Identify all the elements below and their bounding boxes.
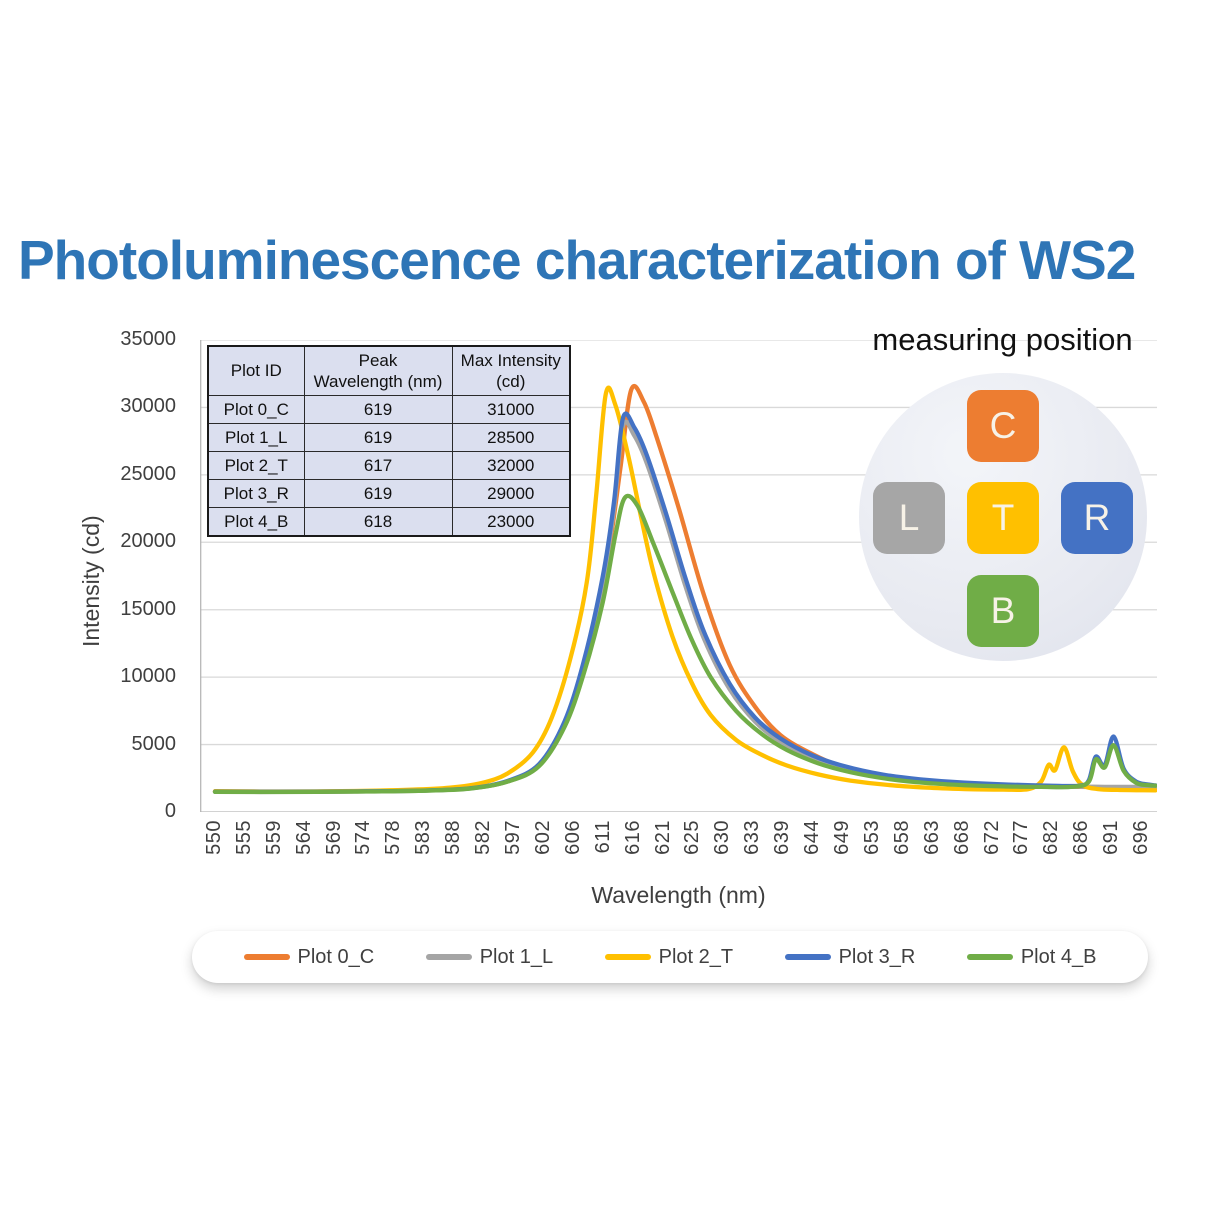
legend-swatch-icon — [243, 954, 290, 960]
x-tick-label: 668 — [950, 820, 973, 855]
x-tick-label: 578 — [382, 820, 405, 855]
table-cell: 32000 — [451, 451, 571, 480]
legend-item-plot-0-c: Plot 0_C — [243, 945, 375, 969]
x-tick-label: 658 — [890, 820, 913, 855]
position-square-t: T — [967, 482, 1039, 554]
x-tick-label: 602 — [531, 820, 554, 855]
x-tick-label: 696 — [1130, 820, 1153, 855]
x-tick-label: 649 — [830, 820, 853, 855]
x-tick-label: 559 — [262, 820, 285, 855]
x-tick-label: 564 — [292, 820, 315, 855]
table-cell: 619 — [303, 423, 453, 452]
position-square-r: R — [1061, 482, 1133, 554]
legend-label: Plot 2_T — [658, 945, 734, 968]
legend-swatch-icon — [425, 954, 472, 960]
x-tick-label: 691 — [1100, 820, 1123, 855]
legend-item-plot-2-t: Plot 2_T — [604, 945, 734, 969]
y-tick-label: 10000 — [120, 665, 176, 688]
chart-legend: Plot 0_C Plot 1_L Plot 2_T Plot 3_R Plot 4_B — [192, 931, 1148, 983]
table-cell: 619 — [303, 395, 453, 424]
legend-item-plot-4-b: Plot 4_B — [966, 945, 1097, 969]
x-tick-label: 550 — [202, 820, 225, 855]
legend-swatch-icon — [966, 954, 1013, 960]
y-tick-label: 25000 — [120, 462, 176, 485]
table-cell: Plot 1_L — [207, 423, 305, 452]
x-tick-label: 574 — [352, 820, 375, 855]
x-tick-label: 653 — [860, 820, 883, 855]
table-header: Peak Wavelength (nm) — [303, 345, 453, 396]
legend-label: Plot 4_B — [1020, 945, 1097, 968]
table-header: Max Intensity (cd) — [451, 345, 571, 396]
table-cell: 619 — [303, 479, 453, 508]
x-tick-label: 611 — [591, 820, 614, 854]
x-tick-label: 621 — [651, 820, 674, 855]
x-tick-label: 633 — [741, 820, 764, 855]
x-tick-label: 682 — [1040, 820, 1063, 855]
x-tick-label: 644 — [801, 820, 824, 855]
measuring-position-title: measuring position — [872, 322, 1133, 357]
table-cell: 617 — [303, 451, 453, 480]
table-row: Plot 3_R 619 29000 — [207, 479, 571, 508]
table-cell: 31000 — [451, 395, 571, 424]
position-square-b: B — [967, 575, 1039, 647]
legend-swatch-icon — [784, 954, 831, 960]
legend-item-plot-1-l: Plot 1_L — [425, 945, 554, 969]
x-tick-label: 686 — [1070, 820, 1093, 855]
table-header: Plot ID — [207, 345, 305, 396]
y-axis-title: Intensity (cd) — [78, 515, 104, 647]
table-row: Plot 0_C 619 31000 — [207, 395, 571, 424]
table-cell: Plot 0_C — [207, 395, 305, 424]
position-square-l: L — [873, 482, 945, 554]
table-row: Plot 4_B 618 23000 — [207, 507, 571, 537]
x-tick-label: 616 — [621, 820, 644, 855]
series-line-plot-4-b — [212, 493, 1157, 795]
y-tick-label: 20000 — [120, 530, 176, 553]
x-tick-label: 597 — [502, 820, 525, 855]
table-row: Plot 2_T 617 32000 — [207, 451, 571, 480]
x-tick-label: 606 — [561, 820, 584, 855]
x-tick-label: 663 — [920, 820, 943, 855]
peak-intensity-table: Plot ID Peak Wavelength (nm) Max Intensity… — [207, 345, 571, 537]
x-tick-label: 569 — [322, 820, 345, 855]
legend-label: Plot 3_R — [838, 945, 916, 968]
x-tick-label: 583 — [412, 820, 435, 855]
table-cell: Plot 4_B — [207, 507, 305, 537]
table-cell: Plot 2_T — [207, 451, 305, 480]
x-tick-label: 677 — [1010, 820, 1033, 855]
y-tick-label: 15000 — [120, 597, 176, 620]
table-row: Plot 1_L 619 28500 — [207, 423, 571, 452]
series-line-plot-2-t — [212, 385, 1157, 794]
position-square-c: C — [967, 390, 1039, 462]
x-tick-label: 555 — [232, 820, 255, 855]
x-tick-label: 625 — [681, 820, 704, 855]
table-cell: Plot 3_R — [207, 479, 305, 508]
table-cell: 618 — [303, 507, 453, 537]
table-cell: 23000 — [451, 507, 571, 537]
table-cell: 28500 — [451, 423, 571, 452]
legend-label: Plot 1_L — [479, 945, 554, 968]
y-tick-label: 30000 — [120, 395, 176, 418]
legend-label: Plot 0_C — [297, 945, 375, 968]
legend-swatch-icon — [604, 954, 651, 960]
table-cell: 29000 — [451, 479, 571, 508]
x-tick-label: 588 — [442, 820, 465, 855]
x-axis-title: Wavelength (nm) — [591, 882, 766, 908]
x-tick-label: 672 — [980, 820, 1003, 855]
x-tick-label: 582 — [472, 820, 495, 855]
y-tick-label: 5000 — [131, 732, 177, 755]
x-tick-label: 639 — [771, 820, 794, 855]
x-tick-label: 630 — [711, 820, 734, 855]
legend-item-plot-3-r: Plot 3_R — [784, 945, 916, 969]
y-tick-label: 35000 — [120, 328, 176, 350]
y-tick-label: 0 — [164, 800, 176, 822]
page-title: Photoluminescence characterization of WS… — [18, 229, 1136, 291]
